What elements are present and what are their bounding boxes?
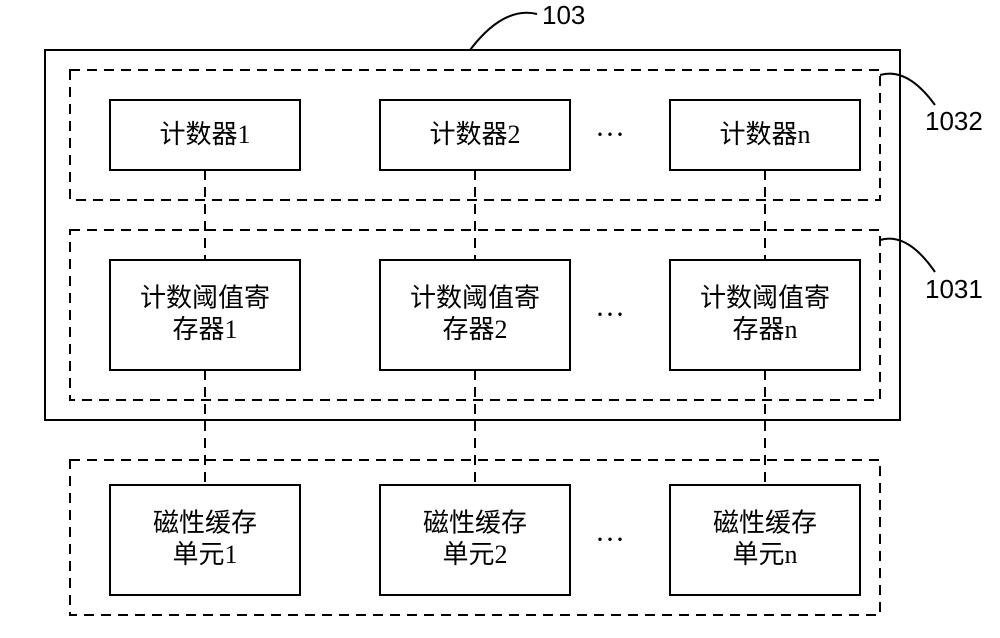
cache-label-line2: 单元1: [172, 540, 237, 569]
cache-label-line1: 磁性缓存: [153, 509, 257, 538]
cache-label-line2: 单元2: [442, 540, 507, 569]
register-label-line2: 存器n: [732, 315, 797, 344]
cache-label-line2: 单元n: [732, 540, 797, 569]
leader-1031: [880, 239, 935, 272]
leader-103: [470, 13, 537, 50]
ref-label-1031: 1031: [925, 274, 983, 304]
ref-label-1032: 1032: [925, 106, 983, 136]
outer-group-103: [45, 50, 900, 420]
ellipsis: ···: [595, 118, 625, 151]
register-label-line1: 计数阈值寄: [410, 284, 540, 313]
counter-label: 计数器n: [719, 120, 810, 149]
leader-1032: [880, 74, 935, 105]
register-label-line1: 计数阈值寄: [700, 284, 830, 313]
ref-label-103: 103: [542, 0, 585, 30]
counter-label: 计数器1: [159, 120, 250, 149]
counter-label: 计数器2: [429, 120, 520, 149]
register-label-line2: 存器2: [442, 315, 507, 344]
ellipsis: ···: [595, 298, 625, 331]
cache-label-line1: 磁性缓存: [713, 509, 817, 538]
register-label-line1: 计数阈值寄: [140, 284, 270, 313]
cache-label-line1: 磁性缓存: [423, 509, 527, 538]
ellipsis: ···: [595, 523, 625, 556]
register-label-line2: 存器1: [172, 315, 237, 344]
